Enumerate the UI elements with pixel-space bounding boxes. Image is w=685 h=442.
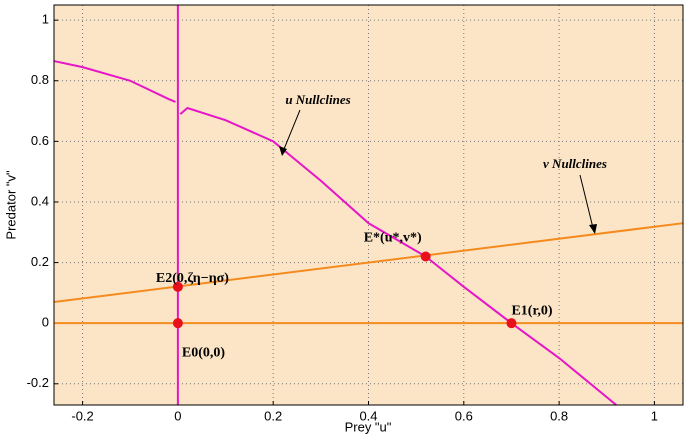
annotation: u Nullclines — [285, 92, 350, 107]
y-axis-label: Predator "v" — [3, 170, 18, 240]
equilibrium-point — [420, 251, 431, 262]
x-axis-label: Prey "u" — [345, 419, 392, 434]
x-tick-label: 0 — [174, 408, 181, 423]
point-label: E*(u*,v*) — [364, 231, 422, 246]
x-tick-label: 1 — [651, 408, 658, 423]
y-tick-label: 0.8 — [31, 72, 49, 87]
equilibrium-point — [506, 318, 517, 329]
point-label: E0(0,0) — [182, 345, 226, 360]
equilibrium-point — [172, 318, 183, 329]
annotation-arrow — [579, 174, 595, 233]
y-tick-label: 0 — [42, 315, 49, 330]
x-tick-label: 0.2 — [264, 408, 282, 423]
curve — [53, 60, 617, 406]
x-tick-label: 0.6 — [455, 408, 473, 423]
annotation: v Nullclines — [543, 156, 607, 171]
y-tick-label: 1 — [42, 12, 49, 27]
curve — [53, 222, 684, 303]
y-tick-label: 0.2 — [31, 254, 49, 269]
arrow-head — [279, 146, 287, 156]
point-label: E2(0,ζη−ησ) — [156, 271, 229, 286]
x-tick-label: 0.8 — [550, 408, 568, 423]
plot-frame — [53, 4, 684, 406]
point-label: E1(r,0) — [511, 303, 552, 318]
x-tick-label: -0.2 — [71, 408, 93, 423]
equilibrium-point — [172, 281, 183, 292]
y-tick-label: 0.6 — [31, 133, 49, 148]
y-tick-label: 0.4 — [31, 193, 49, 208]
annotation-arrow — [281, 109, 301, 155]
y-tick-label: -0.2 — [27, 375, 49, 390]
x-tick-label: 0.4 — [359, 408, 377, 423]
arrow-head — [589, 224, 597, 234]
